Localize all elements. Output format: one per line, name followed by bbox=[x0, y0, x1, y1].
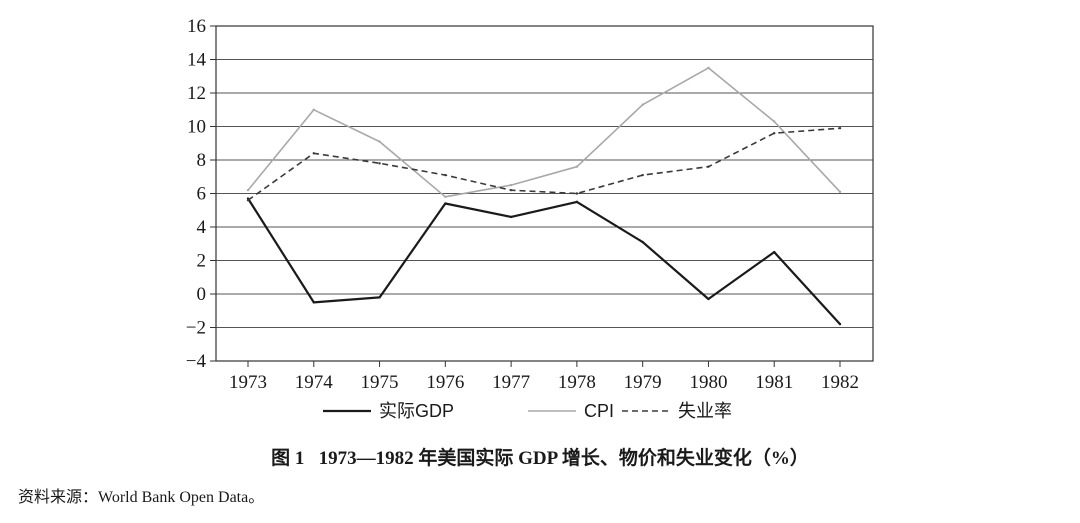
x-tick-label-4: 1977 bbox=[492, 372, 530, 393]
series-0-point-4 bbox=[509, 215, 513, 219]
series-0-point-9 bbox=[838, 322, 842, 326]
plot-frame bbox=[215, 25, 874, 362]
y-tick-label-7: 2 bbox=[197, 251, 207, 272]
series-0-point-6 bbox=[641, 240, 644, 244]
series-1-point-8 bbox=[773, 120, 776, 123]
series-1-point-6 bbox=[641, 103, 644, 106]
y-tick-label-0: 16 bbox=[187, 16, 206, 37]
y-tick-label-1: 14 bbox=[187, 50, 207, 71]
series-1-point-5 bbox=[575, 165, 579, 168]
series-2-point-8 bbox=[773, 132, 776, 135]
source-note: 资料来源：World Bank Open Data。 bbox=[18, 489, 265, 506]
series-2-point-3 bbox=[444, 173, 447, 177]
series-line-2 bbox=[247, 127, 841, 201]
y-tick-label-10: −4 bbox=[186, 351, 207, 372]
series-0-point-5 bbox=[575, 200, 579, 204]
series-2-point-1 bbox=[312, 152, 315, 155]
x-tick-label-6: 1979 bbox=[624, 372, 662, 393]
y-tick-label-4: 8 bbox=[197, 150, 207, 171]
series-1-point-2 bbox=[378, 140, 381, 143]
y-tick-label-6: 4 bbox=[197, 217, 207, 238]
series-0-point-3 bbox=[444, 202, 447, 205]
series-1-point-9 bbox=[838, 190, 842, 194]
series-line-1 bbox=[247, 67, 841, 198]
figure-caption-label: 图 1 bbox=[271, 448, 305, 469]
series-2-point-7 bbox=[707, 165, 710, 168]
x-tick-label-5: 1978 bbox=[558, 372, 596, 393]
series-2-point-9 bbox=[838, 126, 842, 130]
series-2-point-2 bbox=[378, 162, 381, 165]
x-axis-ticks: 1973 1974 1975 1976 1977 1978 1979 1980 1981 1982 bbox=[229, 361, 859, 393]
series-line-0 bbox=[247, 197, 841, 325]
series-0-point-2 bbox=[378, 296, 381, 299]
series-1-point-7 bbox=[707, 66, 710, 70]
gridlines bbox=[216, 59, 873, 328]
x-tick-label-3: 1976 bbox=[426, 372, 464, 393]
series-2-point-6 bbox=[641, 173, 644, 177]
x-tick-label-7: 1980 bbox=[689, 372, 727, 393]
series-1-point-0 bbox=[246, 188, 250, 192]
series-0-point-8 bbox=[773, 250, 776, 254]
y-tick-label-3: 10 bbox=[187, 117, 206, 138]
y-tick-label-2: 12 bbox=[187, 83, 206, 104]
x-tick-label-9: 1982 bbox=[821, 372, 859, 393]
legend: 实际GDP CPI 失业率 bbox=[323, 401, 732, 421]
legend-label-0: 实际GDP bbox=[379, 401, 454, 421]
series-1-point-3 bbox=[444, 195, 447, 199]
y-tick-label-8: 0 bbox=[197, 284, 207, 305]
x-tick-label-8: 1981 bbox=[755, 372, 793, 393]
series-lines bbox=[246, 66, 842, 326]
series-1-point-1 bbox=[312, 108, 315, 111]
x-tick-label-0: 1973 bbox=[229, 372, 267, 393]
figure-caption: 图 1 1973—1982 年美国实际 GDP 增长、物价和失业变化（%） bbox=[0, 443, 1080, 470]
figure-caption-text: 1973—1982 年美国实际 GDP 增长、物价和失业变化（%） bbox=[318, 448, 809, 469]
series-2-point-0 bbox=[246, 199, 250, 202]
series-2-point-4 bbox=[509, 188, 513, 192]
legend-label-1: CPI bbox=[584, 401, 614, 421]
series-0-point-7 bbox=[707, 297, 710, 301]
series-2-point-5 bbox=[575, 192, 579, 195]
y-axis-ticks: 16 14 12 10 8 6 4 2 0 −2 −4 bbox=[186, 16, 216, 372]
series-0-point-1 bbox=[312, 301, 315, 304]
y-tick-label-5: 6 bbox=[197, 184, 207, 205]
y-tick-label-9: −2 bbox=[186, 318, 206, 339]
series-1-point-4 bbox=[509, 183, 513, 187]
legend-label-2: 失业率 bbox=[678, 401, 732, 421]
x-tick-label-1: 1974 bbox=[295, 372, 334, 393]
x-tick-label-2: 1975 bbox=[361, 372, 399, 393]
